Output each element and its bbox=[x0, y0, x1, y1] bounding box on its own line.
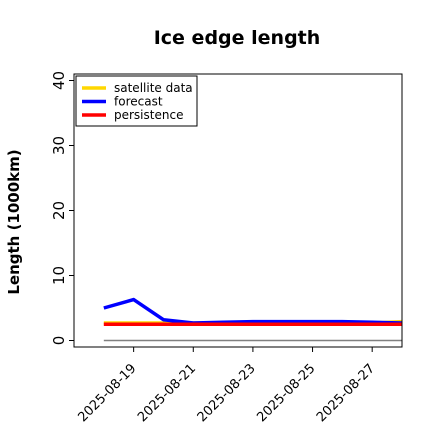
legend-entry: persistence bbox=[114, 108, 183, 122]
x-tick-label: 2025-08-19 bbox=[75, 361, 139, 425]
x-tick-label: 2025-08-27 bbox=[314, 361, 378, 425]
y-axis-label: Length (1000km) bbox=[5, 149, 23, 294]
legend-entry: forecast bbox=[114, 95, 163, 109]
x-tick-label: 2025-08-25 bbox=[254, 361, 318, 425]
series-line-forecast bbox=[103, 297, 403, 325]
y-tick-label: 0 bbox=[50, 336, 68, 346]
y-tick-label: 40 bbox=[50, 71, 68, 90]
y-tick-label: 20 bbox=[50, 201, 68, 220]
chart-title: Ice edge length bbox=[154, 27, 321, 49]
y-tick-label: 30 bbox=[50, 136, 68, 155]
plot-area: 0102030402025-08-192025-08-212025-08-232… bbox=[50, 71, 403, 425]
x-tick-label: 2025-08-21 bbox=[135, 361, 199, 425]
y-tick-label: 10 bbox=[50, 266, 68, 285]
legend-entry: satellite data bbox=[114, 81, 193, 95]
x-tick-label: 2025-08-23 bbox=[195, 361, 259, 425]
